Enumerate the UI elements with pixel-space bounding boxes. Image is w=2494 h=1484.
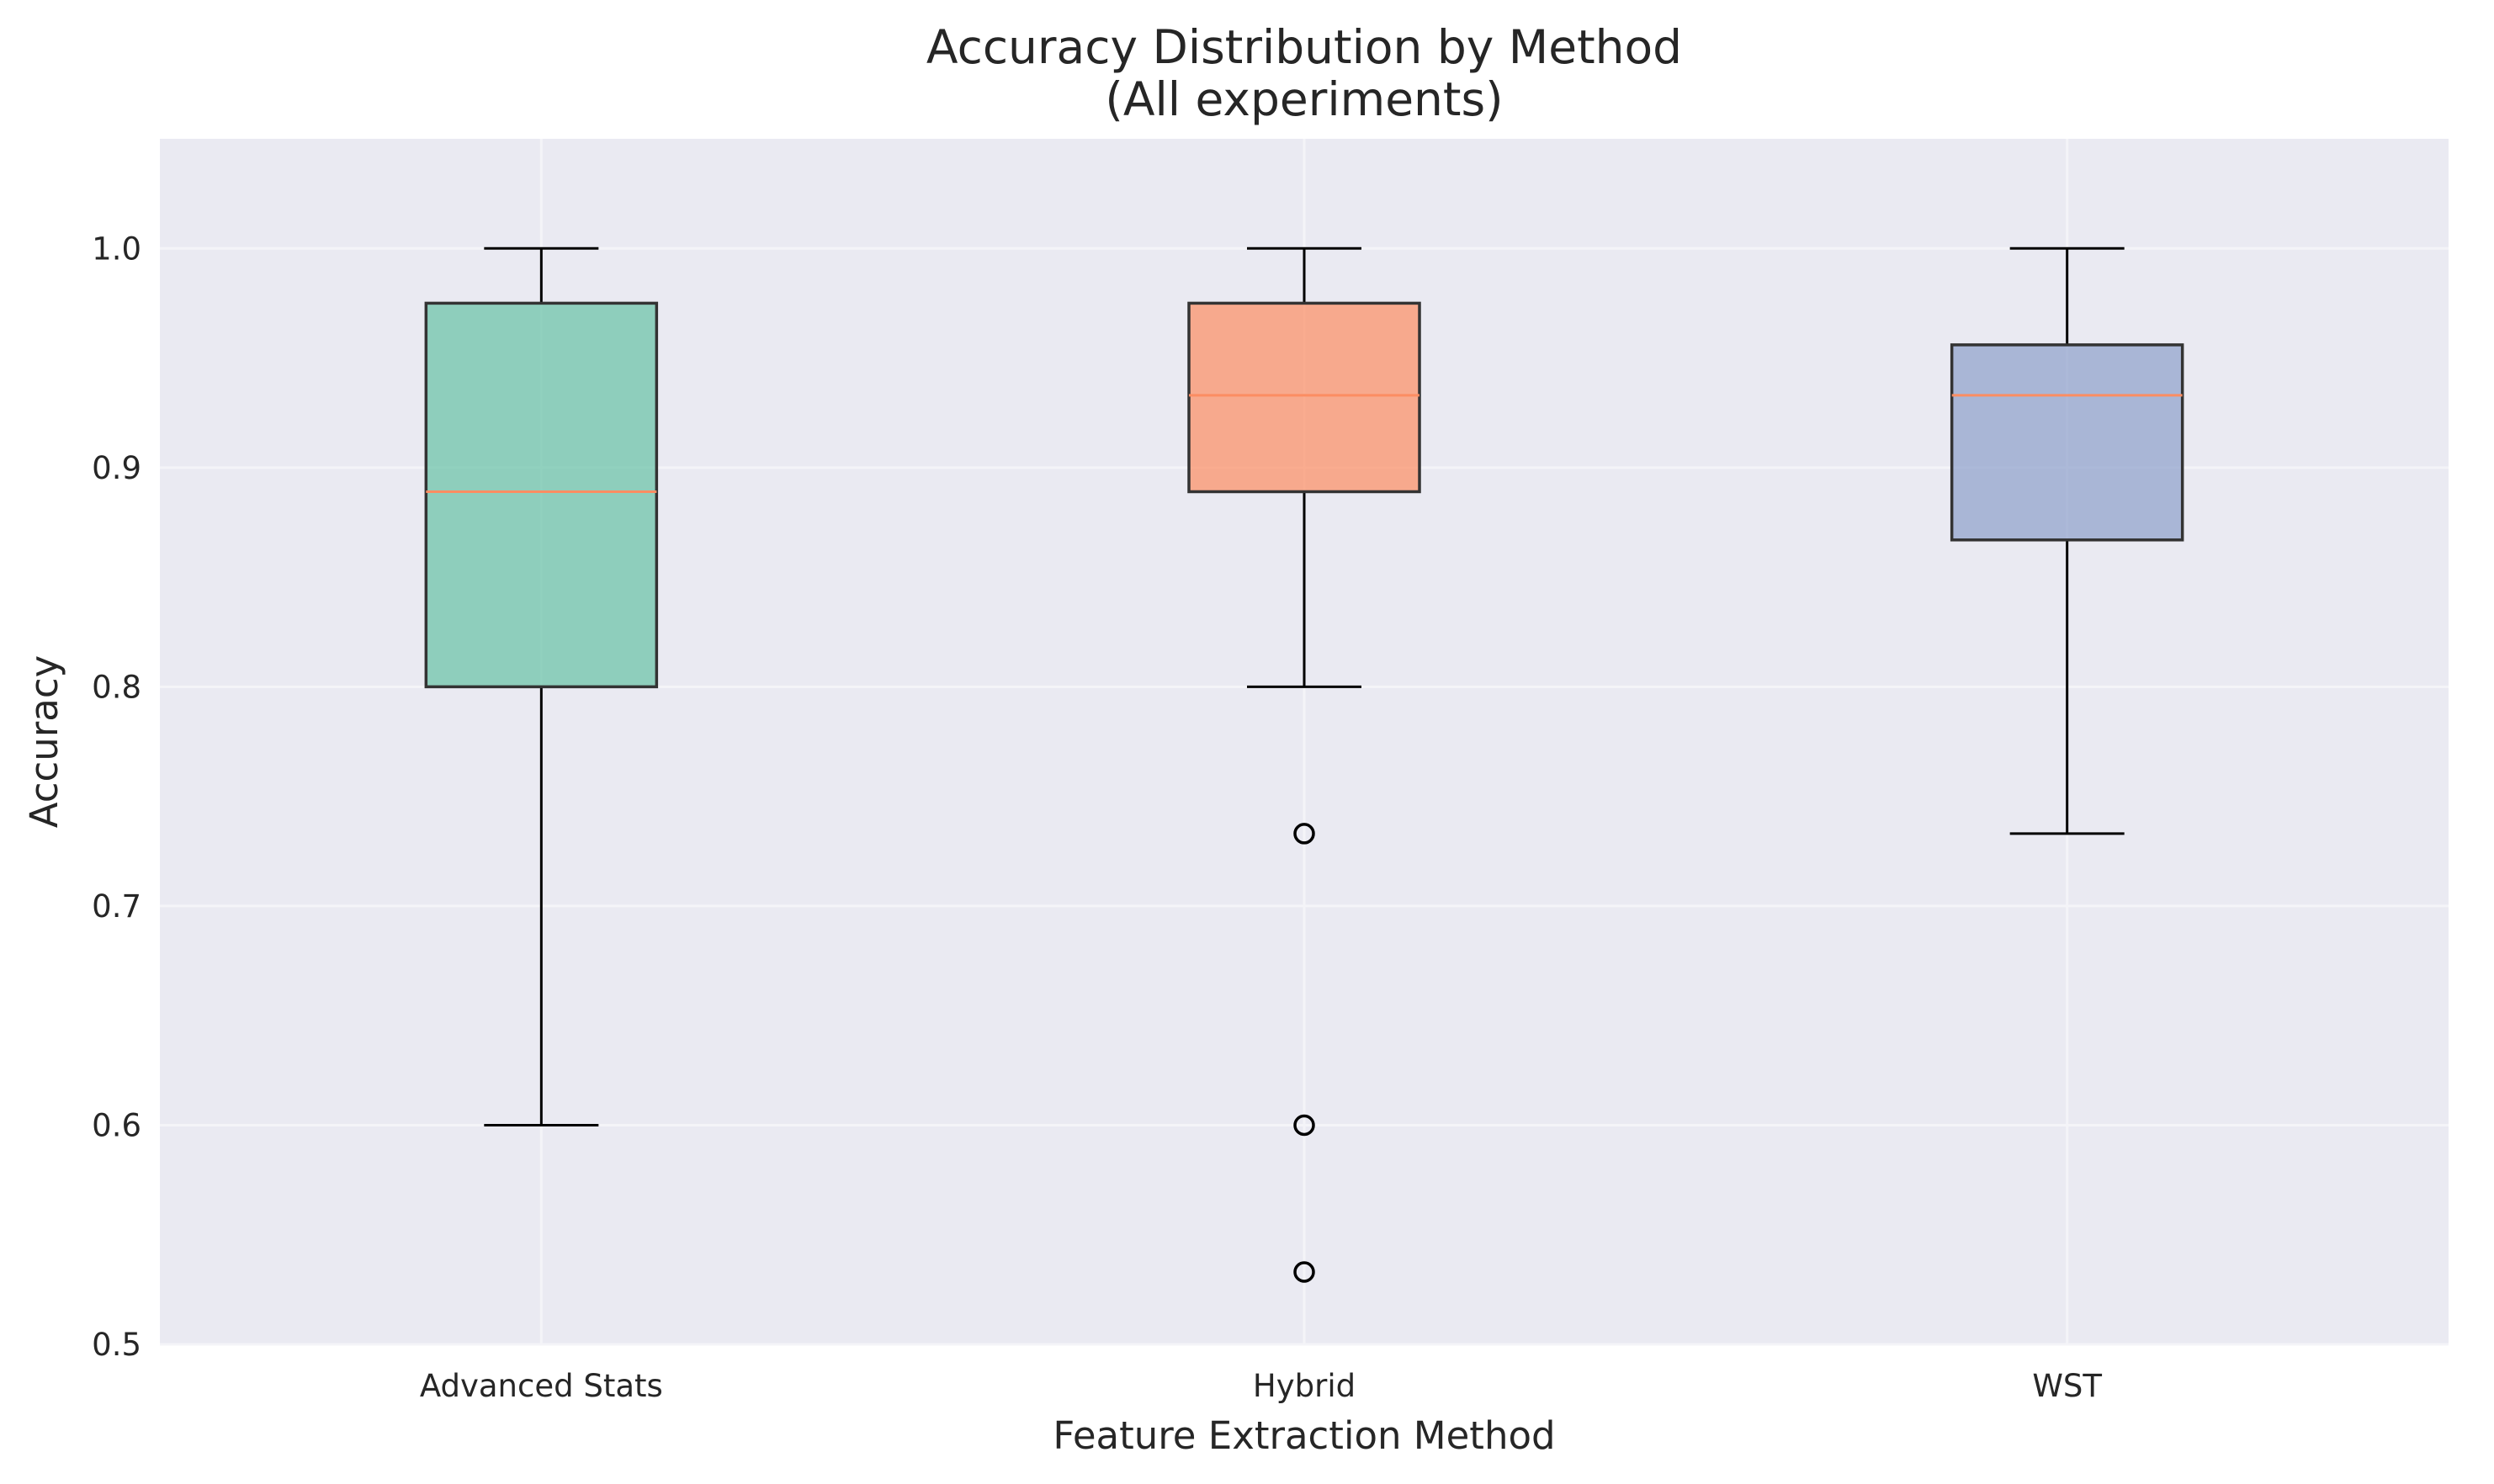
chart-title: Accuracy Distribution by Method <box>926 20 1682 74</box>
tick-labels: 0.5 0.6 0.7 0.8 0.9 1.0 Advanced Stats Hybrid WS… <box>92 231 2102 1404</box>
x-tick-label: Hybrid <box>1253 1368 1356 1404</box>
box-group <box>424 246 659 1126</box>
box-group <box>1950 246 2184 835</box>
box-iqr <box>1950 343 2184 542</box>
boxes <box>424 246 2184 1283</box>
outlier-point <box>1293 823 1315 845</box>
x-tick-label: Advanced Stats <box>420 1368 663 1404</box>
x-axis-label: Feature Extraction Method <box>1053 1413 1555 1458</box>
outlier-point <box>1293 1114 1315 1137</box>
y-tick-label: 0.8 <box>92 669 141 705</box>
y-tick-label: 1.0 <box>92 231 141 267</box>
box-iqr <box>424 301 659 689</box>
y-tick-label: 0.9 <box>92 450 141 486</box>
y-tick-label: 0.6 <box>92 1107 141 1143</box>
y-tick-label: 0.7 <box>92 888 141 925</box>
y-axis-label: Accuracy <box>22 655 66 828</box>
box-group <box>1187 246 1421 1283</box>
chart-subtitle: (All experiments) <box>1105 72 1503 126</box>
y-tick-label: 0.5 <box>92 1327 141 1363</box>
box-iqr <box>1187 301 1421 494</box>
outlier-point <box>1293 1261 1315 1283</box>
x-tick-label: WST <box>2032 1368 2102 1404</box>
